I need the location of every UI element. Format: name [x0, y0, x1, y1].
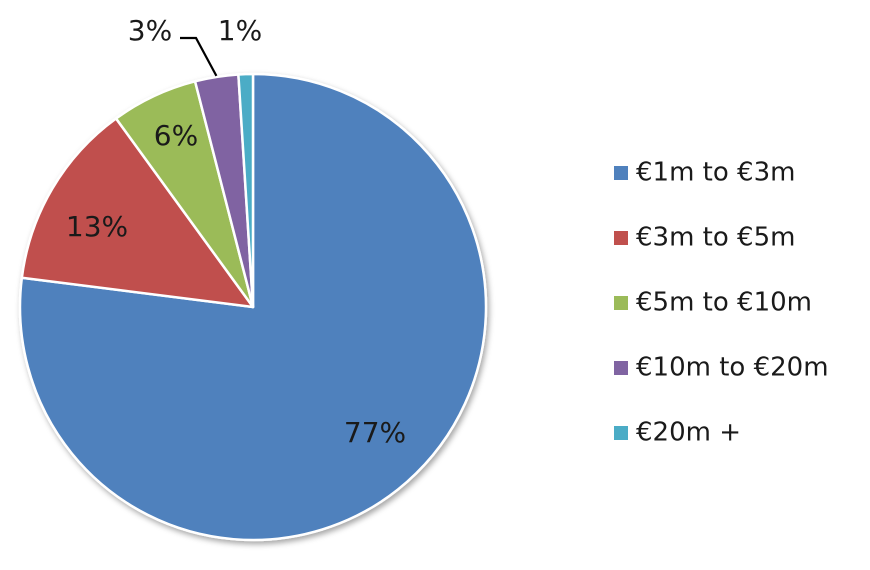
- legend-swatch: [614, 296, 628, 310]
- legend-label: €1m to €3m: [636, 158, 795, 188]
- legend: €1m to €3m €3m to €5m €5m to €10m €10m to €…: [614, 158, 829, 448]
- slice-eur3m-to-eur5m: [20, 117, 255, 309]
- data-label-eur5m-to-eur10m: 6%: [154, 119, 198, 152]
- slice-eur20m-plus: [237, 72, 255, 309]
- legend-entry-eur20m-plus: €20m +: [614, 418, 741, 448]
- leader-line-eur10m-to-eur20m: [180, 36, 218, 77]
- legend-entry-eur3m-to-eur5m: €3m to €5m: [614, 223, 795, 253]
- legend-label: €20m +: [636, 418, 741, 448]
- legend-label: €10m to €20m: [636, 353, 829, 383]
- legend-label: €5m to €10m: [636, 288, 812, 318]
- leader-lines: [180, 36, 218, 77]
- data-label-eur3m-to-eur5m: 13%: [66, 210, 128, 243]
- pie-slices: [18, 72, 488, 542]
- legend-entry-eur1m-to-eur3m: €1m to €3m: [614, 158, 795, 188]
- legend-swatch: [614, 426, 628, 440]
- slice-labels: 77% 13% 6% 3% 1%: [66, 14, 406, 449]
- legend-swatch: [614, 166, 628, 180]
- legend-entry-eur10m-to-eur20m: €10m to €20m: [614, 353, 829, 383]
- legend-label: €3m to €5m: [636, 223, 795, 253]
- legend-entry-eur5m-to-eur10m: €5m to €10m: [614, 288, 812, 318]
- data-label-eur20m-plus: 1%: [218, 14, 262, 47]
- legend-swatch: [614, 361, 628, 375]
- legend-swatch: [614, 231, 628, 245]
- data-label-eur1m-to-eur3m: 77%: [344, 416, 406, 449]
- data-label-eur10m-to-eur20m: 3%: [128, 14, 172, 47]
